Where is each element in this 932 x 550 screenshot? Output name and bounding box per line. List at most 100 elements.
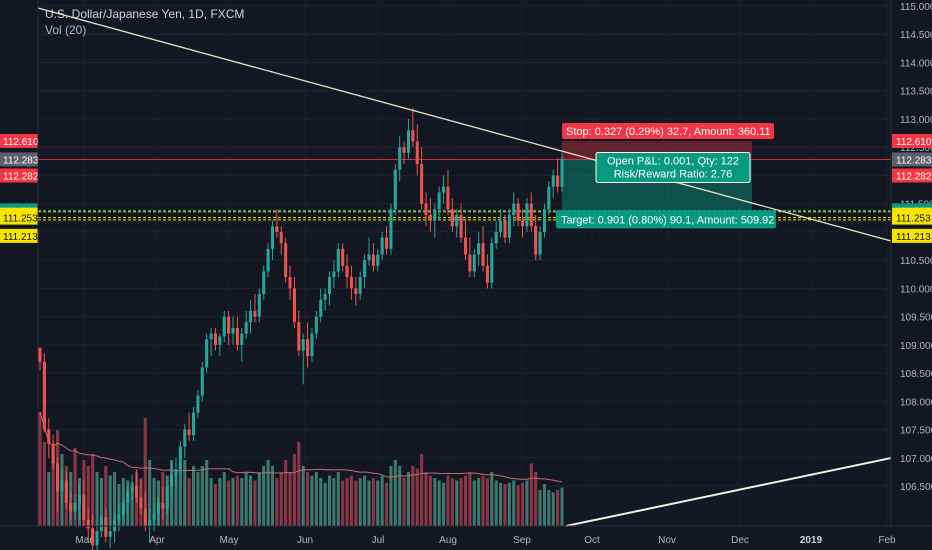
candle-body[interactable] bbox=[156, 503, 160, 515]
candle-body[interactable] bbox=[134, 486, 139, 498]
candle-body[interactable] bbox=[450, 209, 454, 227]
candle-body[interactable] bbox=[69, 503, 73, 512]
candle-body[interactable] bbox=[358, 277, 362, 295]
candle-body[interactable] bbox=[389, 209, 393, 249]
candle-body[interactable] bbox=[494, 231, 498, 244]
candle-body[interactable] bbox=[200, 367, 204, 396]
candle-body[interactable] bbox=[91, 528, 95, 546]
candle-body[interactable] bbox=[314, 316, 318, 334]
candle-body[interactable] bbox=[174, 469, 178, 475]
candle-body[interactable] bbox=[310, 333, 314, 357]
candle-body[interactable] bbox=[363, 260, 367, 278]
candle-body[interactable] bbox=[143, 508, 147, 526]
candle-body[interactable] bbox=[121, 503, 125, 515]
candle-body[interactable] bbox=[455, 214, 459, 227]
candle-body[interactable] bbox=[178, 446, 182, 470]
candle-body[interactable] bbox=[398, 147, 402, 170]
candle-body[interactable] bbox=[191, 412, 196, 436]
candle-body[interactable] bbox=[209, 333, 213, 340]
candle-body[interactable] bbox=[148, 519, 152, 526]
candle-body[interactable] bbox=[520, 220, 525, 227]
candle-body[interactable] bbox=[183, 429, 187, 447]
candle-body[interactable] bbox=[538, 231, 542, 255]
candle-body[interactable] bbox=[222, 316, 226, 337]
candle-body[interactable] bbox=[170, 474, 174, 487]
candle-body[interactable] bbox=[284, 243, 288, 278]
candle-body[interactable] bbox=[270, 226, 275, 249]
candle-body[interactable] bbox=[235, 327, 239, 345]
candle-body[interactable] bbox=[402, 147, 406, 153]
candle-body[interactable] bbox=[130, 486, 134, 492]
candle-body[interactable] bbox=[512, 203, 516, 215]
candle-body[interactable] bbox=[42, 361, 46, 430]
candle-body[interactable] bbox=[481, 243, 485, 266]
candle-body[interactable] bbox=[297, 322, 301, 351]
candle-body[interactable] bbox=[165, 486, 169, 509]
candle-body[interactable] bbox=[117, 514, 121, 520]
candle-body[interactable] bbox=[446, 186, 450, 210]
candle-body[interactable] bbox=[428, 214, 432, 221]
stop-label-box[interactable] bbox=[562, 122, 774, 139]
candle-body[interactable] bbox=[345, 265, 349, 278]
candle-body[interactable] bbox=[108, 531, 112, 537]
candle-body[interactable] bbox=[406, 130, 411, 153]
candle-body[interactable] bbox=[319, 299, 323, 317]
candle-body[interactable] bbox=[257, 294, 261, 317]
candle-body[interactable] bbox=[437, 192, 441, 210]
candle-body[interactable] bbox=[139, 497, 143, 509]
candle-body[interactable] bbox=[301, 339, 305, 351]
candle-body[interactable] bbox=[292, 288, 296, 323]
candle-body[interactable] bbox=[534, 226, 538, 255]
candle-body[interactable] bbox=[275, 226, 279, 232]
ascending-trendline[interactable] bbox=[565, 457, 892, 527]
candle-body[interactable] bbox=[468, 254, 472, 272]
candle-body[interactable] bbox=[38, 347, 42, 362]
candle-body[interactable] bbox=[354, 288, 358, 295]
candle-body[interactable] bbox=[95, 531, 99, 546]
candle-body[interactable] bbox=[266, 248, 270, 272]
candle-body[interactable] bbox=[477, 243, 481, 255]
candle-body[interactable] bbox=[51, 443, 55, 464]
candle-body[interactable] bbox=[380, 237, 384, 255]
candle-body[interactable] bbox=[332, 271, 336, 278]
candle-body[interactable] bbox=[551, 175, 555, 187]
candle-body[interactable] bbox=[542, 209, 546, 232]
candle-body[interactable] bbox=[64, 480, 68, 503]
candle-body[interactable] bbox=[367, 254, 371, 261]
candle-body[interactable] bbox=[336, 248, 340, 272]
symbol-title[interactable]: U.S. Dollar/Japanese Yen, 1D, FXCM bbox=[45, 7, 245, 21]
candle-body[interactable] bbox=[244, 322, 248, 334]
descending-trendline[interactable] bbox=[37, 7, 892, 242]
candle-body[interactable] bbox=[463, 237, 468, 255]
candle-body[interactable] bbox=[99, 517, 103, 532]
candle-body[interactable] bbox=[507, 214, 511, 238]
candle-body[interactable] bbox=[411, 130, 415, 142]
pnl-label-box[interactable] bbox=[595, 151, 751, 183]
candle-body[interactable] bbox=[60, 480, 64, 492]
candle-body[interactable] bbox=[86, 519, 90, 529]
candle-body[interactable] bbox=[253, 310, 257, 317]
candle-body[interactable] bbox=[327, 277, 332, 295]
candle-body[interactable] bbox=[525, 203, 529, 227]
candle-body[interactable] bbox=[547, 186, 551, 210]
candle-body[interactable] bbox=[472, 254, 476, 272]
candle-body[interactable] bbox=[218, 336, 222, 345]
candle-body[interactable] bbox=[485, 265, 489, 283]
candle-body[interactable] bbox=[442, 186, 446, 193]
candle-body[interactable] bbox=[420, 164, 424, 204]
candle-body[interactable] bbox=[126, 491, 130, 503]
candle-body[interactable] bbox=[73, 503, 77, 512]
candle-body[interactable] bbox=[424, 203, 428, 215]
candle-body[interactable] bbox=[104, 517, 108, 537]
candle-body[interactable] bbox=[205, 339, 209, 368]
candle-body[interactable] bbox=[288, 277, 292, 289]
candle-body[interactable] bbox=[459, 214, 463, 238]
candle-body[interactable] bbox=[262, 271, 266, 295]
candle-body[interactable] bbox=[490, 243, 494, 283]
candle-body[interactable] bbox=[385, 237, 389, 249]
candle-body[interactable] bbox=[82, 494, 86, 520]
candle-body[interactable] bbox=[415, 141, 419, 165]
candle-body[interactable] bbox=[306, 339, 310, 357]
candle-body[interactable] bbox=[529, 203, 533, 227]
